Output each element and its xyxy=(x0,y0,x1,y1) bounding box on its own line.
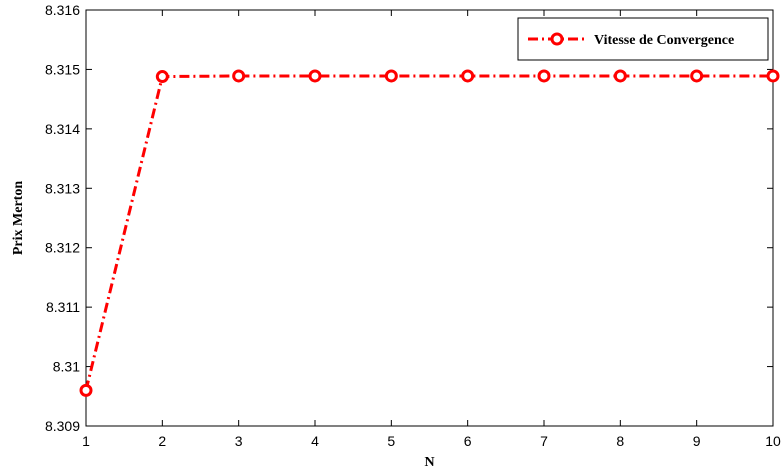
y-axis: 8.309 8.31 8.311 8.312 8.313 8.314 8.315 8.316 xyxy=(45,2,773,434)
x-tick-label: 8 xyxy=(616,433,624,449)
x-tick-label: 7 xyxy=(540,433,548,449)
legend-label: Vitesse de Convergence xyxy=(594,33,734,48)
data-point xyxy=(690,69,704,83)
plot-frame xyxy=(85,9,774,427)
y-tick-label: 8.311 xyxy=(46,299,80,315)
x-tick-label: 1 xyxy=(82,433,90,449)
legend: Vitesse de Convergence xyxy=(517,17,769,61)
y-tick-label: 8.31 xyxy=(53,359,80,375)
x-tick-label: 4 xyxy=(311,433,319,449)
x-tick-label: 2 xyxy=(158,433,166,449)
y-tick-label: 8.309 xyxy=(45,418,80,434)
data-point xyxy=(766,69,780,83)
x-tick-label: 6 xyxy=(464,433,472,449)
data-point xyxy=(232,69,246,83)
x-tick-label: 10 xyxy=(765,433,781,449)
y-tick-label: 8.316 xyxy=(45,2,80,18)
series-layer xyxy=(79,69,780,397)
y-axis-title: Prix Merton xyxy=(11,181,26,255)
data-point xyxy=(537,69,551,83)
x-tick-label: 3 xyxy=(235,433,243,449)
data-point xyxy=(308,69,322,83)
x-axis: 1 2 3 4 5 6 7 8 9 10 xyxy=(82,10,781,449)
y-tick-label: 8.313 xyxy=(45,180,80,196)
y-tick-label: 8.315 xyxy=(45,61,80,77)
plot-area xyxy=(85,9,774,427)
x-tick-label: 5 xyxy=(387,433,395,449)
data-point xyxy=(384,69,398,83)
data-point xyxy=(613,69,627,83)
x-tick-label: 9 xyxy=(693,433,701,449)
data-point xyxy=(155,70,169,84)
series-line xyxy=(84,74,773,391)
legend-marker-sample xyxy=(550,32,564,46)
data-point xyxy=(461,69,475,83)
y-tick-label: 8.314 xyxy=(45,121,80,137)
x-axis-title: N xyxy=(424,455,434,470)
y-tick-label: 8.312 xyxy=(45,240,80,256)
data-point xyxy=(79,383,93,397)
